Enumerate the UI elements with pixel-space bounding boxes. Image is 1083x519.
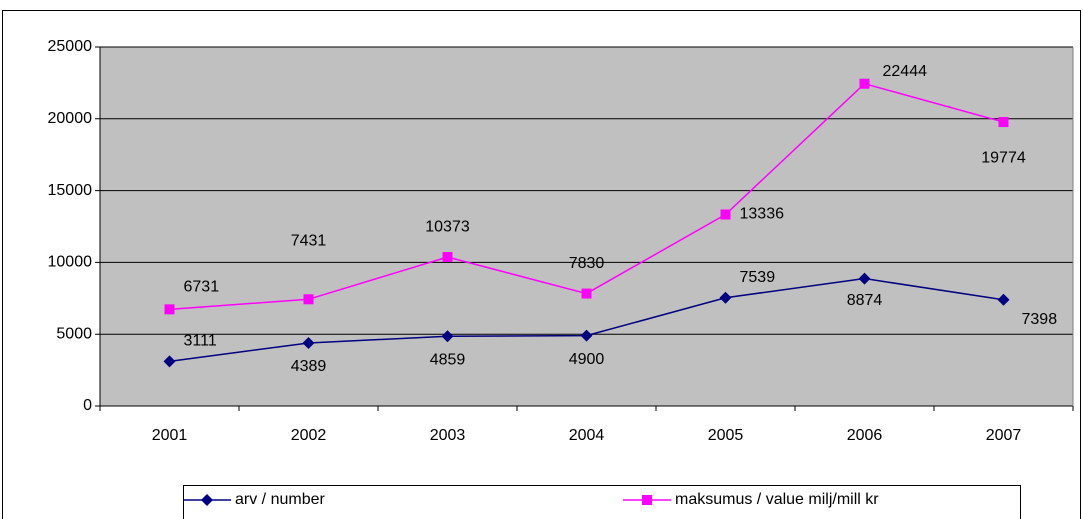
data-point	[302, 336, 315, 349]
data-label: 7539	[740, 269, 776, 286]
data-point	[163, 355, 176, 368]
plot-area	[100, 47, 1073, 406]
data-label: 10373	[425, 218, 470, 235]
y-tick-label: 5000	[56, 325, 92, 342]
data-point	[303, 294, 314, 305]
x-tick-label: 2004	[569, 427, 605, 444]
legend-label: maksumus / value milj/mill kr	[675, 491, 879, 508]
data-point	[581, 288, 592, 299]
data-label: 6731	[184, 279, 220, 296]
data-label: 22444	[883, 63, 928, 80]
data-label: 4859	[430, 351, 466, 368]
data-point	[720, 209, 731, 220]
y-tick-label: 15000	[48, 182, 93, 199]
y-tick-label: 25000	[48, 38, 93, 55]
data-point	[201, 494, 213, 506]
legend-label: arv / number	[235, 491, 325, 508]
x-tick-label: 2003	[430, 427, 466, 444]
data-label: 19774	[981, 149, 1026, 166]
data-label: 7431	[291, 233, 327, 250]
data-point	[441, 330, 454, 343]
data-point	[997, 293, 1010, 306]
data-label: 7398	[1022, 311, 1058, 328]
data-point	[442, 252, 453, 263]
data-point	[998, 117, 1009, 128]
data-label: 8874	[847, 292, 883, 309]
x-tick-label: 2005	[708, 427, 744, 444]
data-point	[858, 272, 871, 285]
data-label: 13336	[740, 206, 785, 223]
data-label: 7830	[569, 255, 605, 272]
data-label: 4900	[569, 351, 605, 368]
data-point	[719, 291, 732, 304]
x-tick-label: 2002	[291, 427, 327, 444]
data-label: 4389	[291, 358, 327, 375]
data-point	[642, 495, 652, 505]
y-tick-label: 0	[83, 397, 92, 414]
data-point	[580, 329, 593, 342]
x-tick-label: 2001	[152, 427, 188, 444]
data-label: 3111	[184, 333, 217, 350]
data-point	[164, 304, 175, 315]
x-tick-label: 2006	[847, 427, 883, 444]
legend-box	[183, 485, 1021, 519]
data-point	[859, 78, 870, 89]
y-tick-label: 20000	[48, 110, 93, 127]
x-tick-label: 2007	[986, 427, 1022, 444]
y-tick-label: 10000	[48, 254, 93, 271]
